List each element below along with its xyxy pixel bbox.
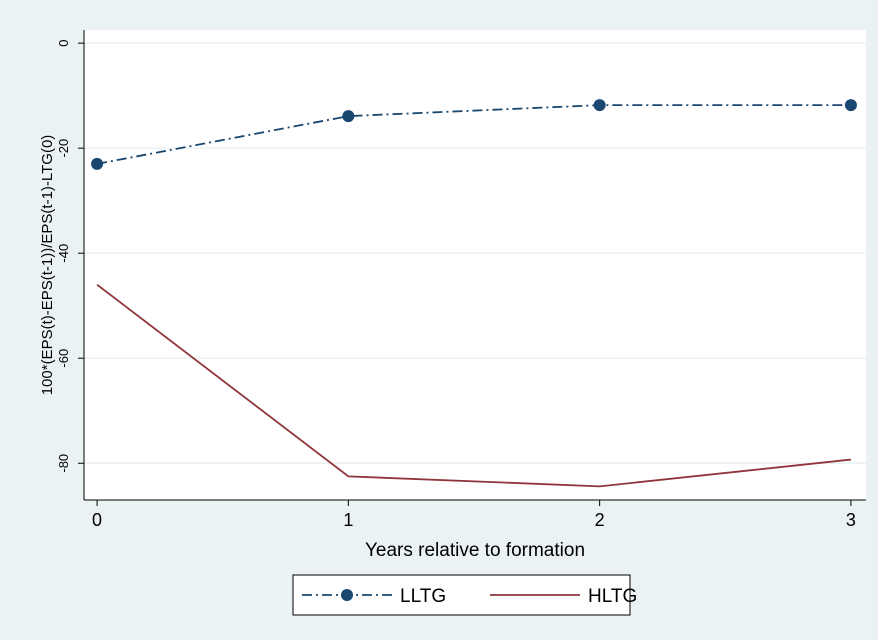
data-point [342,110,355,123]
data-point [91,157,104,170]
x-tick-label: 3 [846,510,856,530]
series-line [96,104,851,165]
legend-marker [341,589,353,601]
y-tick-label: -60 [56,349,71,368]
y-tick-label: -20 [56,139,71,158]
x-tick-label: 0 [92,510,102,530]
x-tick-label: 1 [343,510,353,530]
plot-area [84,30,866,500]
y-axis-label: 100*(EPS(t)-EPS(t-1))/EPS(t-1)-LTG(0) [39,135,56,396]
data-point [593,99,606,112]
x-axis-label: Years relative to formation [365,540,585,561]
y-tick-label: -80 [56,454,71,473]
y-tick-label: 0 [56,40,71,47]
series-line [96,283,852,488]
legend-label: HLTG [588,586,637,607]
y-tick-label: -40 [56,244,71,263]
data-point [844,99,857,112]
legend-label: LLTG [400,586,446,607]
x-tick-label: 2 [595,510,605,530]
